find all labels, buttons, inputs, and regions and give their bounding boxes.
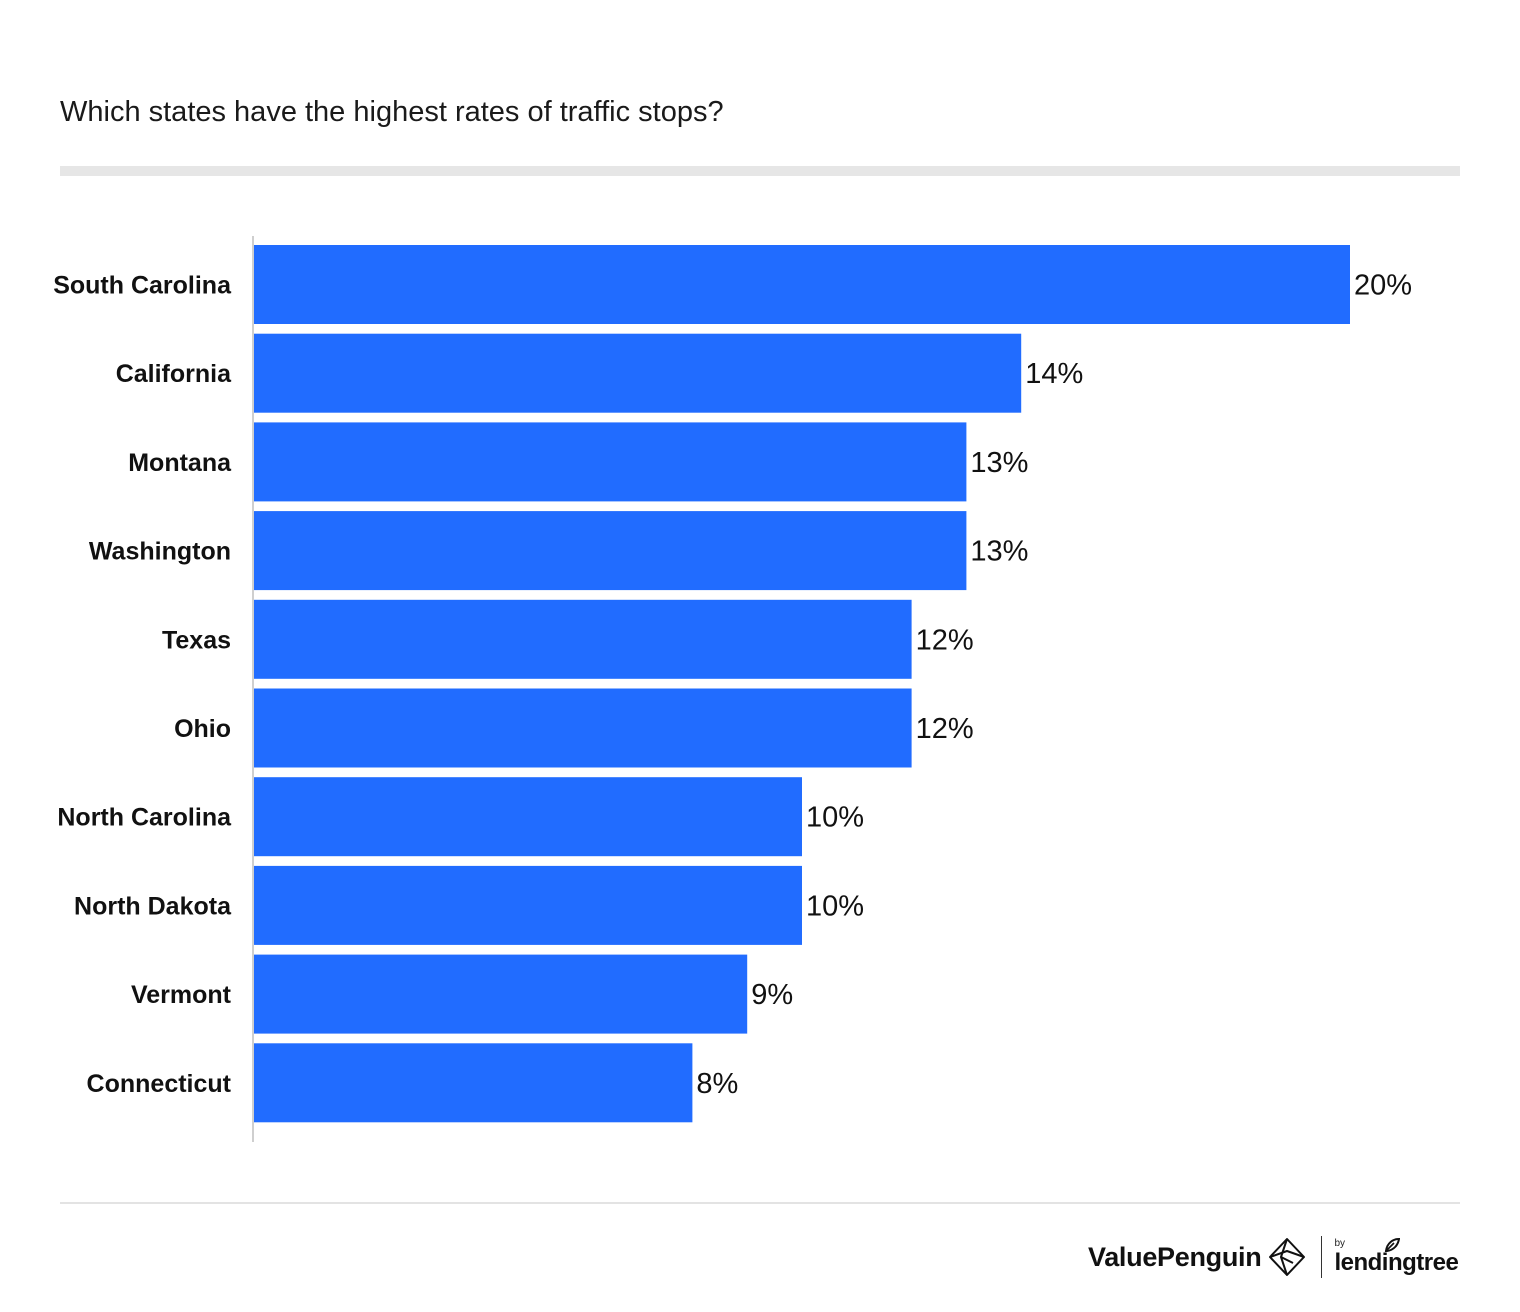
footer-logos: ValuePenguin by lendingtree <box>1088 1232 1459 1282</box>
value-label: 8% <box>696 1068 738 1100</box>
category-label: California <box>116 360 232 388</box>
category-label: Washington <box>89 538 231 566</box>
value-label: 14% <box>1025 358 1083 390</box>
lendingtree-logo-text: lendingtree <box>1334 1249 1459 1276</box>
bar <box>254 954 748 1034</box>
bar <box>254 599 912 679</box>
category-label: Texas <box>162 626 231 654</box>
logo-separator <box>1321 1236 1323 1278</box>
category-label: Connecticut <box>87 1070 232 1098</box>
bar <box>254 245 1350 324</box>
bar <box>254 1043 693 1123</box>
penguin-logo-icon <box>1269 1238 1306 1276</box>
value-label: 13% <box>970 447 1028 479</box>
category-label: North Dakota <box>74 892 232 920</box>
bar <box>254 511 967 591</box>
value-label: 10% <box>806 890 864 922</box>
category-label: Ohio <box>174 715 231 743</box>
bar <box>254 422 967 502</box>
category-label: Vermont <box>131 981 232 1009</box>
value-label: 9% <box>751 979 793 1011</box>
value-label: 12% <box>916 713 974 745</box>
value-label: 10% <box>806 802 864 834</box>
value-label: 12% <box>916 624 974 656</box>
category-label: South Carolina <box>53 272 232 300</box>
bar <box>254 777 802 857</box>
value-label: 13% <box>970 536 1028 568</box>
chart-title: Which states have the highest rates of t… <box>60 96 724 128</box>
bars-group: South Carolina 20% California 14% Montana 13%… <box>53 245 1412 1123</box>
valuepenguin-logo-text: ValuePenguin <box>1088 1241 1262 1272</box>
leaf-icon <box>1385 1237 1401 1252</box>
bar <box>254 688 912 768</box>
value-label: 20% <box>1354 270 1412 302</box>
footer-divider <box>60 1202 1460 1204</box>
title-divider <box>60 166 1460 176</box>
bar <box>254 333 1022 413</box>
category-label: North Carolina <box>57 804 232 832</box>
lendingtree-logo: by lendingtree <box>1334 1237 1459 1276</box>
bar <box>254 865 802 945</box>
category-label: Montana <box>128 449 232 477</box>
by-label: by <box>1334 1238 1346 1249</box>
